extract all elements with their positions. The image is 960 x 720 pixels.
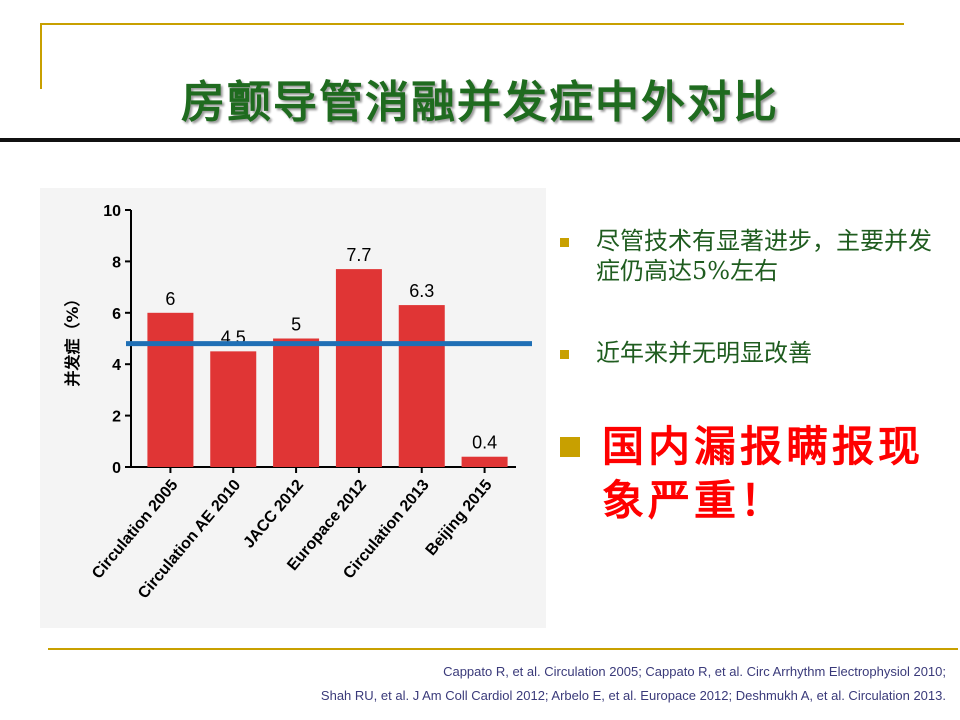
bullet-list: 尽管技术有显著进步，主要并发症仍高达5%左右 近年来并无明显改善 国内漏报瞒报现… [560,226,955,528]
reference-line: Shah RU, et al. J Am Coll Cardiol 2012; … [320,688,946,703]
bullet-item: 尽管技术有显著进步，主要并发症仍高达5%左右 [560,226,955,286]
bullet-text-emphasis: 国内漏报瞒报现象严重！ [602,422,925,525]
bar [210,351,257,467]
y-tick-label: 10 [103,203,121,220]
bullet-marker-icon [560,238,569,247]
data-label: 5 [291,315,301,335]
data-label: 0.4 [472,433,497,453]
y-tick-label: 2 [112,409,121,426]
bullet-marker-icon [560,350,569,359]
bar [147,312,194,467]
slide-title: 房颤导管消融并发症中外对比 [181,77,779,128]
references: Cappato R, et al. Circulation 2005; Capp… [6,660,946,708]
y-axis-label: 并发症（%） [63,290,82,386]
bar [273,338,320,467]
bar [335,269,382,467]
bullet-marker-icon [560,437,580,457]
bullet-text: 尽管技术有显著进步，主要并发症仍高达5%左右 [596,227,932,285]
bullet-item-emphasis: 国内漏报瞒报现象严重！ [560,420,955,528]
data-label: 6.3 [409,281,434,301]
bar [398,305,445,467]
footer-divider [48,648,958,650]
top-left-decor-vertical [40,23,42,89]
top-decor-horizontal [40,23,904,25]
title-divider [0,138,960,142]
bullet-item: 近年来并无明显改善 [560,338,955,368]
data-label: 6 [165,289,175,309]
x-tick-label: JACC 2012 [240,477,307,552]
bullet-text: 近年来并无明显改善 [596,339,812,367]
reference-line: Cappato R, et al. Circulation 2005; Capp… [443,664,946,679]
y-tick-label: 0 [112,460,121,477]
bar [461,456,508,467]
x-tick-label: Beijing 2015 [423,477,496,560]
data-label: 7.7 [346,245,371,265]
y-tick-label: 6 [112,306,121,323]
y-tick-label: 8 [112,254,121,271]
y-tick-label: 4 [112,357,121,374]
